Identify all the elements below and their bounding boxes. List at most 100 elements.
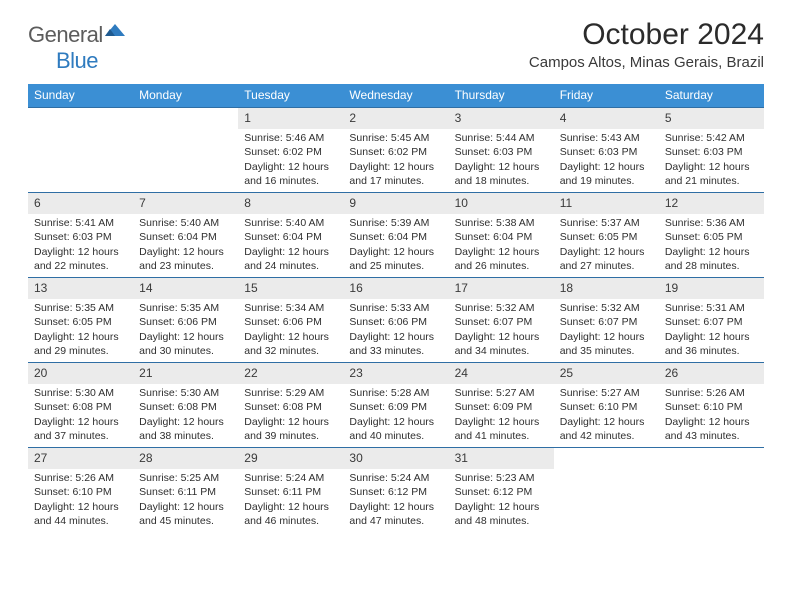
daylight-line: Daylight: 12 hours and 17 minutes. <box>349 160 442 188</box>
day-cell: 26Sunrise: 5:26 AMSunset: 6:10 PMDayligh… <box>659 363 764 447</box>
day-number: 29 <box>238 448 343 469</box>
dow-monday: Monday <box>133 84 238 107</box>
daylight-line: Daylight: 12 hours and 37 minutes. <box>34 415 127 443</box>
daylight-line: Daylight: 12 hours and 34 minutes. <box>455 330 548 358</box>
calendar-page: General Blue October 2024 Campos Altos, … <box>0 0 792 550</box>
sunset-line: Sunset: 6:06 PM <box>349 315 442 329</box>
page-header: General Blue October 2024 Campos Altos, … <box>28 18 764 74</box>
day-number: 23 <box>343 363 448 384</box>
day-cell: 25Sunrise: 5:27 AMSunset: 6:10 PMDayligh… <box>554 363 659 447</box>
sunset-line: Sunset: 6:03 PM <box>560 145 653 159</box>
day-number: 12 <box>659 193 764 214</box>
sunrise-line: Sunrise: 5:44 AM <box>455 131 548 145</box>
sunset-line: Sunset: 6:11 PM <box>244 485 337 499</box>
day-number: 24 <box>449 363 554 384</box>
day-cell: 17Sunrise: 5:32 AMSunset: 6:07 PMDayligh… <box>449 278 554 362</box>
day-details: Sunrise: 5:30 AMSunset: 6:08 PMDaylight:… <box>28 384 133 447</box>
day-number: 5 <box>659 108 764 129</box>
sunset-line: Sunset: 6:03 PM <box>665 145 758 159</box>
week-row: 1Sunrise: 5:46 AMSunset: 6:02 PMDaylight… <box>28 107 764 192</box>
day-cell-empty <box>659 448 764 532</box>
day-details: Sunrise: 5:36 AMSunset: 6:05 PMDaylight:… <box>659 214 764 277</box>
dow-friday: Friday <box>554 84 659 107</box>
week-row: 6Sunrise: 5:41 AMSunset: 6:03 PMDaylight… <box>28 192 764 277</box>
dow-wednesday: Wednesday <box>343 84 448 107</box>
sunrise-line: Sunrise: 5:30 AM <box>139 386 232 400</box>
sunrise-line: Sunrise: 5:38 AM <box>455 216 548 230</box>
day-details: Sunrise: 5:44 AMSunset: 6:03 PMDaylight:… <box>449 129 554 192</box>
day-details: Sunrise: 5:32 AMSunset: 6:07 PMDaylight:… <box>554 299 659 362</box>
sunrise-line: Sunrise: 5:35 AM <box>139 301 232 315</box>
day-number: 25 <box>554 363 659 384</box>
day-cell: 24Sunrise: 5:27 AMSunset: 6:09 PMDayligh… <box>449 363 554 447</box>
day-cell-empty <box>554 448 659 532</box>
day-of-week-header: Sunday Monday Tuesday Wednesday Thursday… <box>28 84 764 107</box>
day-number: 20 <box>28 363 133 384</box>
sunrise-line: Sunrise: 5:32 AM <box>560 301 653 315</box>
daylight-line: Daylight: 12 hours and 19 minutes. <box>560 160 653 188</box>
daylight-line: Daylight: 12 hours and 21 minutes. <box>665 160 758 188</box>
day-cell: 20Sunrise: 5:30 AMSunset: 6:08 PMDayligh… <box>28 363 133 447</box>
day-details: Sunrise: 5:23 AMSunset: 6:12 PMDaylight:… <box>449 469 554 532</box>
day-cell: 12Sunrise: 5:36 AMSunset: 6:05 PMDayligh… <box>659 193 764 277</box>
day-number: 18 <box>554 278 659 299</box>
day-cell: 7Sunrise: 5:40 AMSunset: 6:04 PMDaylight… <box>133 193 238 277</box>
day-details: Sunrise: 5:25 AMSunset: 6:11 PMDaylight:… <box>133 469 238 532</box>
sunset-line: Sunset: 6:06 PM <box>244 315 337 329</box>
sunrise-line: Sunrise: 5:24 AM <box>244 471 337 485</box>
day-details: Sunrise: 5:26 AMSunset: 6:10 PMDaylight:… <box>659 384 764 447</box>
daylight-line: Daylight: 12 hours and 38 minutes. <box>139 415 232 443</box>
week-row: 20Sunrise: 5:30 AMSunset: 6:08 PMDayligh… <box>28 362 764 447</box>
day-cell: 21Sunrise: 5:30 AMSunset: 6:08 PMDayligh… <box>133 363 238 447</box>
daylight-line: Daylight: 12 hours and 43 minutes. <box>665 415 758 443</box>
daylight-line: Daylight: 12 hours and 33 minutes. <box>349 330 442 358</box>
dow-tuesday: Tuesday <box>238 84 343 107</box>
sunset-line: Sunset: 6:12 PM <box>349 485 442 499</box>
month-title: October 2024 <box>529 18 764 52</box>
day-cell: 27Sunrise: 5:26 AMSunset: 6:10 PMDayligh… <box>28 448 133 532</box>
sunrise-line: Sunrise: 5:28 AM <box>349 386 442 400</box>
day-cell-empty <box>133 108 238 192</box>
daylight-line: Daylight: 12 hours and 48 minutes. <box>455 500 548 528</box>
day-number: 28 <box>133 448 238 469</box>
day-details: Sunrise: 5:40 AMSunset: 6:04 PMDaylight:… <box>133 214 238 277</box>
brand-triangle-icon <box>105 22 125 36</box>
day-number: 1 <box>238 108 343 129</box>
sunrise-line: Sunrise: 5:25 AM <box>139 471 232 485</box>
brand-gray: General <box>28 22 103 47</box>
daylight-line: Daylight: 12 hours and 25 minutes. <box>349 245 442 273</box>
day-cell: 6Sunrise: 5:41 AMSunset: 6:03 PMDaylight… <box>28 193 133 277</box>
sunrise-line: Sunrise: 5:40 AM <box>139 216 232 230</box>
day-number: 16 <box>343 278 448 299</box>
dow-sunday: Sunday <box>28 84 133 107</box>
day-cell: 16Sunrise: 5:33 AMSunset: 6:06 PMDayligh… <box>343 278 448 362</box>
daylight-line: Daylight: 12 hours and 26 minutes. <box>455 245 548 273</box>
sunset-line: Sunset: 6:11 PM <box>139 485 232 499</box>
day-details: Sunrise: 5:24 AMSunset: 6:11 PMDaylight:… <box>238 469 343 532</box>
day-cell: 9Sunrise: 5:39 AMSunset: 6:04 PMDaylight… <box>343 193 448 277</box>
sunrise-line: Sunrise: 5:30 AM <box>34 386 127 400</box>
day-details: Sunrise: 5:27 AMSunset: 6:10 PMDaylight:… <box>554 384 659 447</box>
day-cell: 2Sunrise: 5:45 AMSunset: 6:02 PMDaylight… <box>343 108 448 192</box>
day-number: 11 <box>554 193 659 214</box>
title-block: October 2024 Campos Altos, Minas Gerais,… <box>529 18 764 71</box>
sunset-line: Sunset: 6:02 PM <box>349 145 442 159</box>
sunrise-line: Sunrise: 5:24 AM <box>349 471 442 485</box>
day-details: Sunrise: 5:37 AMSunset: 6:05 PMDaylight:… <box>554 214 659 277</box>
sunrise-line: Sunrise: 5:42 AM <box>665 131 758 145</box>
day-details: Sunrise: 5:35 AMSunset: 6:05 PMDaylight:… <box>28 299 133 362</box>
sunset-line: Sunset: 6:08 PM <box>139 400 232 414</box>
sunrise-line: Sunrise: 5:31 AM <box>665 301 758 315</box>
sunrise-line: Sunrise: 5:26 AM <box>665 386 758 400</box>
day-number: 19 <box>659 278 764 299</box>
day-cell: 19Sunrise: 5:31 AMSunset: 6:07 PMDayligh… <box>659 278 764 362</box>
day-cell: 1Sunrise: 5:46 AMSunset: 6:02 PMDaylight… <box>238 108 343 192</box>
day-cell: 18Sunrise: 5:32 AMSunset: 6:07 PMDayligh… <box>554 278 659 362</box>
sunrise-line: Sunrise: 5:41 AM <box>34 216 127 230</box>
sunset-line: Sunset: 6:08 PM <box>34 400 127 414</box>
location-text: Campos Altos, Minas Gerais, Brazil <box>529 54 764 71</box>
day-cell: 13Sunrise: 5:35 AMSunset: 6:05 PMDayligh… <box>28 278 133 362</box>
sunrise-line: Sunrise: 5:23 AM <box>455 471 548 485</box>
sunset-line: Sunset: 6:06 PM <box>139 315 232 329</box>
daylight-line: Daylight: 12 hours and 23 minutes. <box>139 245 232 273</box>
